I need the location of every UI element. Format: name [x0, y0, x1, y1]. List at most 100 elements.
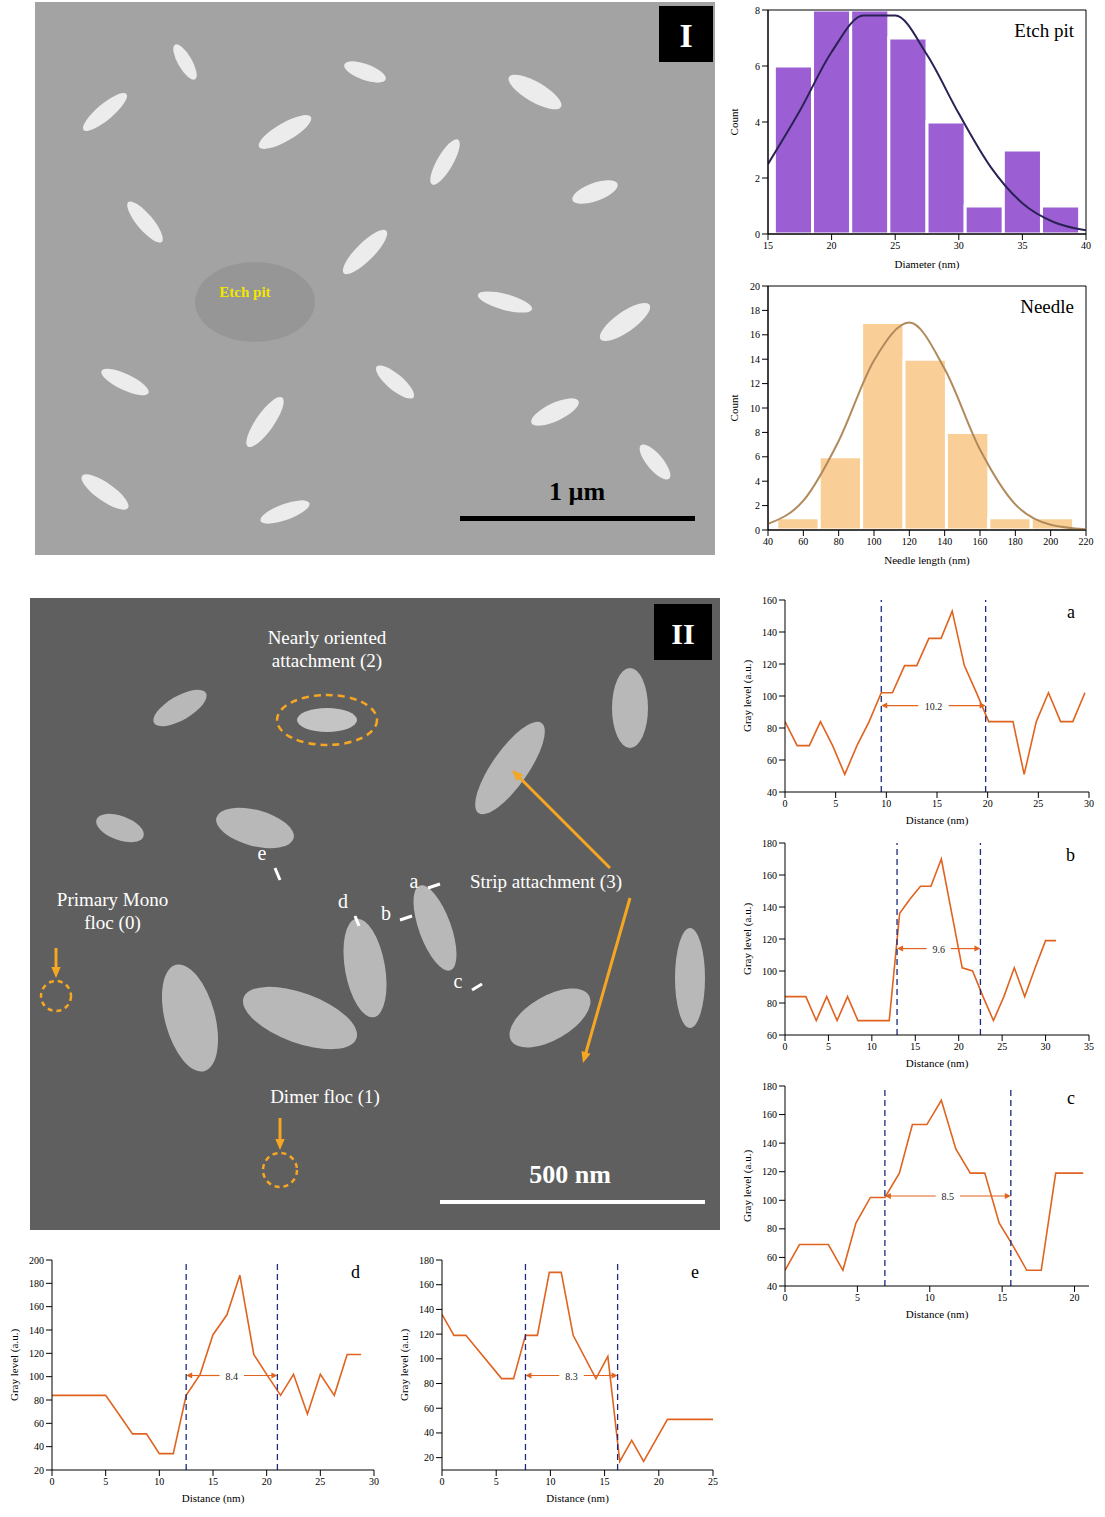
svg-text:80: 80	[767, 1223, 777, 1234]
svg-text:0: 0	[783, 798, 788, 809]
svg-text:60: 60	[798, 536, 808, 547]
svg-text:35: 35	[1084, 1041, 1094, 1052]
svg-text:60: 60	[767, 1030, 777, 1041]
svg-text:120: 120	[902, 536, 917, 547]
svg-text:35: 35	[1017, 240, 1027, 251]
svg-text:0: 0	[440, 1476, 445, 1487]
svg-text:15: 15	[932, 798, 942, 809]
svg-text:160: 160	[973, 536, 988, 547]
svg-text:10: 10	[154, 1476, 164, 1487]
svg-text:Gray level (a.u.): Gray level (a.u.)	[8, 1329, 21, 1401]
svg-text:40: 40	[767, 1281, 777, 1292]
svg-text:2: 2	[755, 500, 760, 511]
svg-text:40: 40	[1081, 240, 1091, 251]
svg-text:II: II	[671, 617, 694, 650]
svg-text:d: d	[338, 890, 348, 912]
svg-text:18: 18	[750, 305, 760, 316]
svg-text:140: 140	[419, 1304, 434, 1315]
svg-text:100: 100	[762, 966, 777, 977]
svg-text:140: 140	[937, 536, 952, 547]
svg-text:Needle length (nm): Needle length (nm)	[884, 554, 970, 567]
svg-text:Gray level (a.u.): Gray level (a.u.)	[741, 1150, 754, 1222]
svg-text:9.6: 9.6	[932, 944, 945, 955]
svg-text:5: 5	[826, 1041, 831, 1052]
svg-text:Strip attachment (3): Strip attachment (3)	[470, 871, 622, 893]
svg-text:20: 20	[654, 1476, 664, 1487]
svg-text:25: 25	[1033, 798, 1043, 809]
svg-text:500 nm: 500 nm	[529, 1160, 611, 1189]
svg-text:140: 140	[762, 1138, 777, 1149]
svg-text:4: 4	[755, 476, 760, 487]
svg-text:25: 25	[315, 1476, 325, 1487]
svg-text:30: 30	[954, 240, 964, 251]
svg-text:160: 160	[762, 870, 777, 881]
svg-text:60: 60	[767, 755, 777, 766]
svg-text:40: 40	[424, 1427, 434, 1438]
svg-text:80: 80	[834, 536, 844, 547]
svg-text:0: 0	[50, 1476, 55, 1487]
svg-text:200: 200	[29, 1255, 44, 1266]
svg-text:140: 140	[762, 627, 777, 638]
svg-text:80: 80	[424, 1378, 434, 1389]
svg-text:Distance (nm): Distance (nm)	[906, 814, 969, 827]
svg-text:100: 100	[762, 1195, 777, 1206]
svg-text:80: 80	[767, 998, 777, 1009]
svg-text:10: 10	[925, 1292, 935, 1303]
svg-text:160: 160	[29, 1301, 44, 1312]
svg-text:20: 20	[424, 1452, 434, 1463]
svg-text:160: 160	[419, 1279, 434, 1290]
svg-text:8.5: 8.5	[942, 1191, 955, 1202]
svg-text:25: 25	[997, 1041, 1007, 1052]
svg-text:Dimer floc (1): Dimer floc (1)	[270, 1086, 380, 1108]
svg-text:180: 180	[1008, 536, 1023, 547]
svg-text:e: e	[258, 842, 267, 864]
svg-text:0: 0	[755, 229, 760, 240]
svg-text:100: 100	[29, 1371, 44, 1382]
svg-text:120: 120	[762, 659, 777, 670]
svg-text:15: 15	[997, 1292, 1007, 1303]
svg-text:80: 80	[34, 1395, 44, 1406]
svg-text:16: 16	[750, 329, 760, 340]
svg-text:30: 30	[1041, 1041, 1051, 1052]
svg-text:180: 180	[762, 1081, 777, 1092]
svg-text:20: 20	[1070, 1292, 1080, 1303]
svg-text:Distance (nm): Distance (nm)	[906, 1057, 969, 1070]
svg-text:8.4: 8.4	[226, 1371, 239, 1382]
svg-text:8.3: 8.3	[565, 1371, 578, 1382]
svg-text:10: 10	[881, 798, 891, 809]
svg-text:1 µm: 1 µm	[549, 477, 605, 506]
svg-text:120: 120	[29, 1348, 44, 1359]
svg-text:4: 4	[755, 117, 760, 128]
svg-text:40: 40	[763, 536, 773, 547]
svg-text:20: 20	[983, 798, 993, 809]
svg-text:20: 20	[827, 240, 837, 251]
svg-text:10: 10	[867, 1041, 877, 1052]
svg-text:0: 0	[755, 525, 760, 536]
svg-text:c: c	[454, 970, 463, 992]
svg-text:8: 8	[755, 427, 760, 438]
svg-text:8: 8	[755, 5, 760, 16]
svg-text:Gray level (a.u.): Gray level (a.u.)	[741, 660, 754, 732]
svg-text:I: I	[679, 17, 692, 54]
svg-text:5: 5	[855, 1292, 860, 1303]
svg-text:15: 15	[910, 1041, 920, 1052]
svg-text:25: 25	[708, 1476, 718, 1487]
svg-text:180: 180	[29, 1278, 44, 1289]
svg-text:12: 12	[750, 378, 760, 389]
svg-text:0: 0	[783, 1292, 788, 1303]
svg-text:100: 100	[867, 536, 882, 547]
svg-text:2: 2	[755, 173, 760, 184]
svg-text:20: 20	[954, 1041, 964, 1052]
svg-text:120: 120	[762, 1166, 777, 1177]
svg-text:Distance (nm): Distance (nm)	[906, 1308, 969, 1321]
svg-text:180: 180	[419, 1255, 434, 1266]
svg-text:200: 200	[1043, 536, 1058, 547]
svg-text:Gray level (a.u.): Gray level (a.u.)	[398, 1329, 411, 1401]
svg-text:180: 180	[762, 838, 777, 849]
svg-text:25: 25	[890, 240, 900, 251]
svg-text:b: b	[381, 902, 391, 924]
svg-text:30: 30	[1084, 798, 1094, 809]
svg-text:15: 15	[600, 1476, 610, 1487]
svg-text:100: 100	[419, 1353, 434, 1364]
svg-text:160: 160	[762, 1109, 777, 1120]
